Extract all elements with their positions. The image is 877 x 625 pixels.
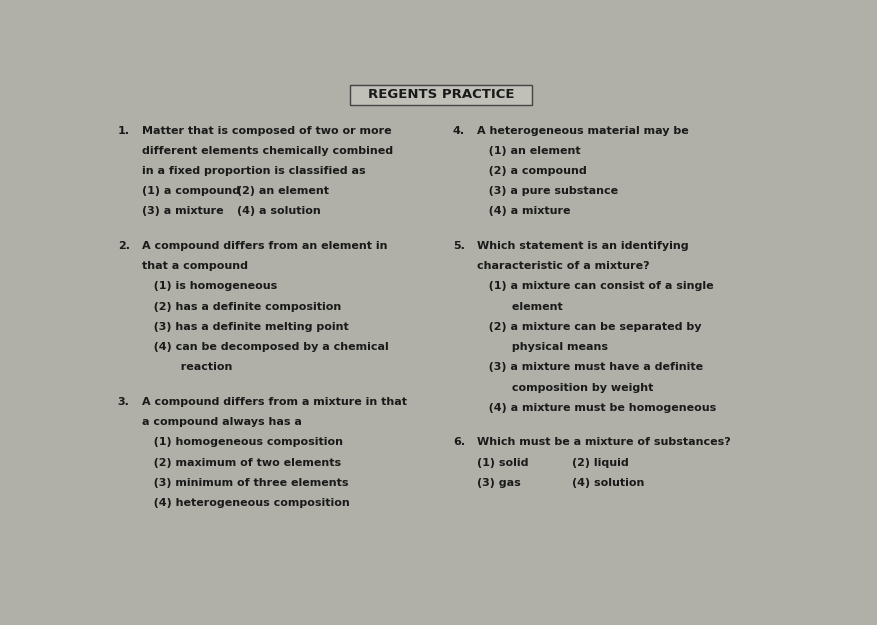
Text: (1) an element: (1) an element (477, 146, 581, 156)
Text: (1) homogeneous composition: (1) homogeneous composition (142, 438, 343, 448)
Text: A compound differs from a mixture in that: A compound differs from a mixture in tha… (142, 397, 407, 407)
Text: (4) can be decomposed by a chemical: (4) can be decomposed by a chemical (142, 342, 389, 352)
Text: (4) a mixture: (4) a mixture (477, 206, 570, 216)
Text: (3) has a definite melting point: (3) has a definite melting point (142, 322, 349, 332)
FancyBboxPatch shape (350, 85, 532, 106)
Text: 4.: 4. (453, 126, 465, 136)
Text: (1) solid: (1) solid (477, 458, 528, 468)
Text: (2) an element: (2) an element (238, 186, 330, 196)
Text: (1) a compound: (1) a compound (142, 186, 240, 196)
Text: 6.: 6. (453, 438, 465, 448)
Text: (3) a mixture: (3) a mixture (142, 206, 224, 216)
Text: Matter that is composed of two or more: Matter that is composed of two or more (142, 126, 392, 136)
Text: (3) gas: (3) gas (477, 478, 520, 488)
Text: (1) is homogeneous: (1) is homogeneous (142, 281, 277, 291)
Text: a compound always has a: a compound always has a (142, 417, 302, 427)
Text: 2.: 2. (118, 241, 130, 251)
Text: composition by weight: composition by weight (477, 382, 653, 392)
Text: (1) a mixture can consist of a single: (1) a mixture can consist of a single (477, 281, 713, 291)
Text: (3) a mixture must have a definite: (3) a mixture must have a definite (477, 362, 702, 372)
Text: (3) minimum of three elements: (3) minimum of three elements (142, 478, 349, 488)
Text: 3.: 3. (118, 397, 130, 407)
Text: reaction: reaction (142, 362, 232, 372)
Text: element: element (477, 302, 562, 312)
Text: Which must be a mixture of substances?: Which must be a mixture of substances? (477, 438, 731, 448)
Text: A compound differs from an element in: A compound differs from an element in (142, 241, 388, 251)
Text: (2) a compound: (2) a compound (477, 166, 587, 176)
Text: (2) liquid: (2) liquid (572, 458, 629, 468)
Text: (2) a mixture can be separated by: (2) a mixture can be separated by (477, 322, 701, 332)
Text: (4) heterogeneous composition: (4) heterogeneous composition (142, 498, 350, 508)
Text: different elements chemically combined: different elements chemically combined (142, 146, 394, 156)
Text: (2) maximum of two elements: (2) maximum of two elements (142, 458, 341, 468)
Text: REGENTS PRACTICE: REGENTS PRACTICE (367, 88, 514, 101)
Text: that a compound: that a compound (142, 261, 248, 271)
Text: 5.: 5. (453, 241, 465, 251)
Text: (3) a pure substance: (3) a pure substance (477, 186, 617, 196)
Text: A heterogeneous material may be: A heterogeneous material may be (477, 126, 688, 136)
Text: physical means: physical means (477, 342, 608, 352)
Text: (2) has a definite composition: (2) has a definite composition (142, 302, 341, 312)
Text: (4) a mixture must be homogeneous: (4) a mixture must be homogeneous (477, 402, 716, 412)
Text: Which statement is an identifying: Which statement is an identifying (477, 241, 688, 251)
Text: (4) a solution: (4) a solution (238, 206, 321, 216)
Text: characteristic of a mixture?: characteristic of a mixture? (477, 261, 649, 271)
Text: (4) solution: (4) solution (572, 478, 645, 488)
Text: in a fixed proportion is classified as: in a fixed proportion is classified as (142, 166, 366, 176)
Text: 1.: 1. (118, 126, 130, 136)
